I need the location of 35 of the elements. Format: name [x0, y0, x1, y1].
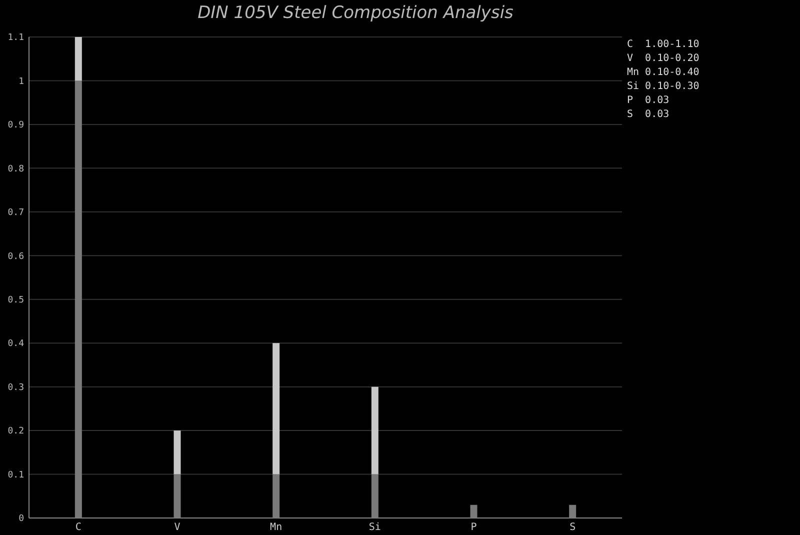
y-tick-label: 0.4 [8, 339, 24, 350]
chart-title: DIN 105V Steel Composition Analysis [198, 3, 514, 23]
bar [74, 37, 82, 81]
text: S 0.03 [627, 109, 670, 120]
bar [569, 504, 576, 518]
y-tick-label: 0.2 [8, 426, 24, 437]
bar [272, 474, 280, 518]
bar [371, 386, 378, 474]
bar [371, 474, 378, 518]
x-tick-label: Si [368, 522, 381, 533]
bar [272, 343, 280, 474]
y-tick-label: 0 [18, 514, 24, 524]
y-tick-label: 0.8 [8, 164, 24, 174]
bar [470, 504, 478, 518]
x-tick-label: Mn [270, 522, 282, 533]
y-tick-label: 0.7 [8, 208, 24, 218]
bar [74, 80, 82, 518]
y-tick-label: 0.3 [8, 382, 24, 393]
y-tick-label: 0.9 [8, 120, 24, 131]
text: V 0.10-0.20 [627, 53, 700, 64]
x-tick-label: S [570, 522, 576, 533]
text: P 0.03 [627, 95, 670, 106]
x-tick-label: V [174, 522, 180, 533]
bar [174, 430, 181, 474]
x-tick-label: P [470, 522, 477, 533]
text: Mn 0.10-0.40 [627, 67, 700, 78]
text: C 1.00-1.10 [627, 39, 700, 50]
y-tick-label: 1 [18, 76, 24, 87]
text: Si 0.10-0.30 [627, 81, 700, 92]
x-tick-label: C [75, 522, 82, 533]
y-tick-label: 0.1 [8, 470, 24, 480]
bar [174, 474, 181, 518]
y-tick-label: 0.6 [8, 252, 24, 262]
y-tick-label: 1.1 [8, 33, 24, 44]
y-tick-label: 0.5 [8, 296, 24, 306]
